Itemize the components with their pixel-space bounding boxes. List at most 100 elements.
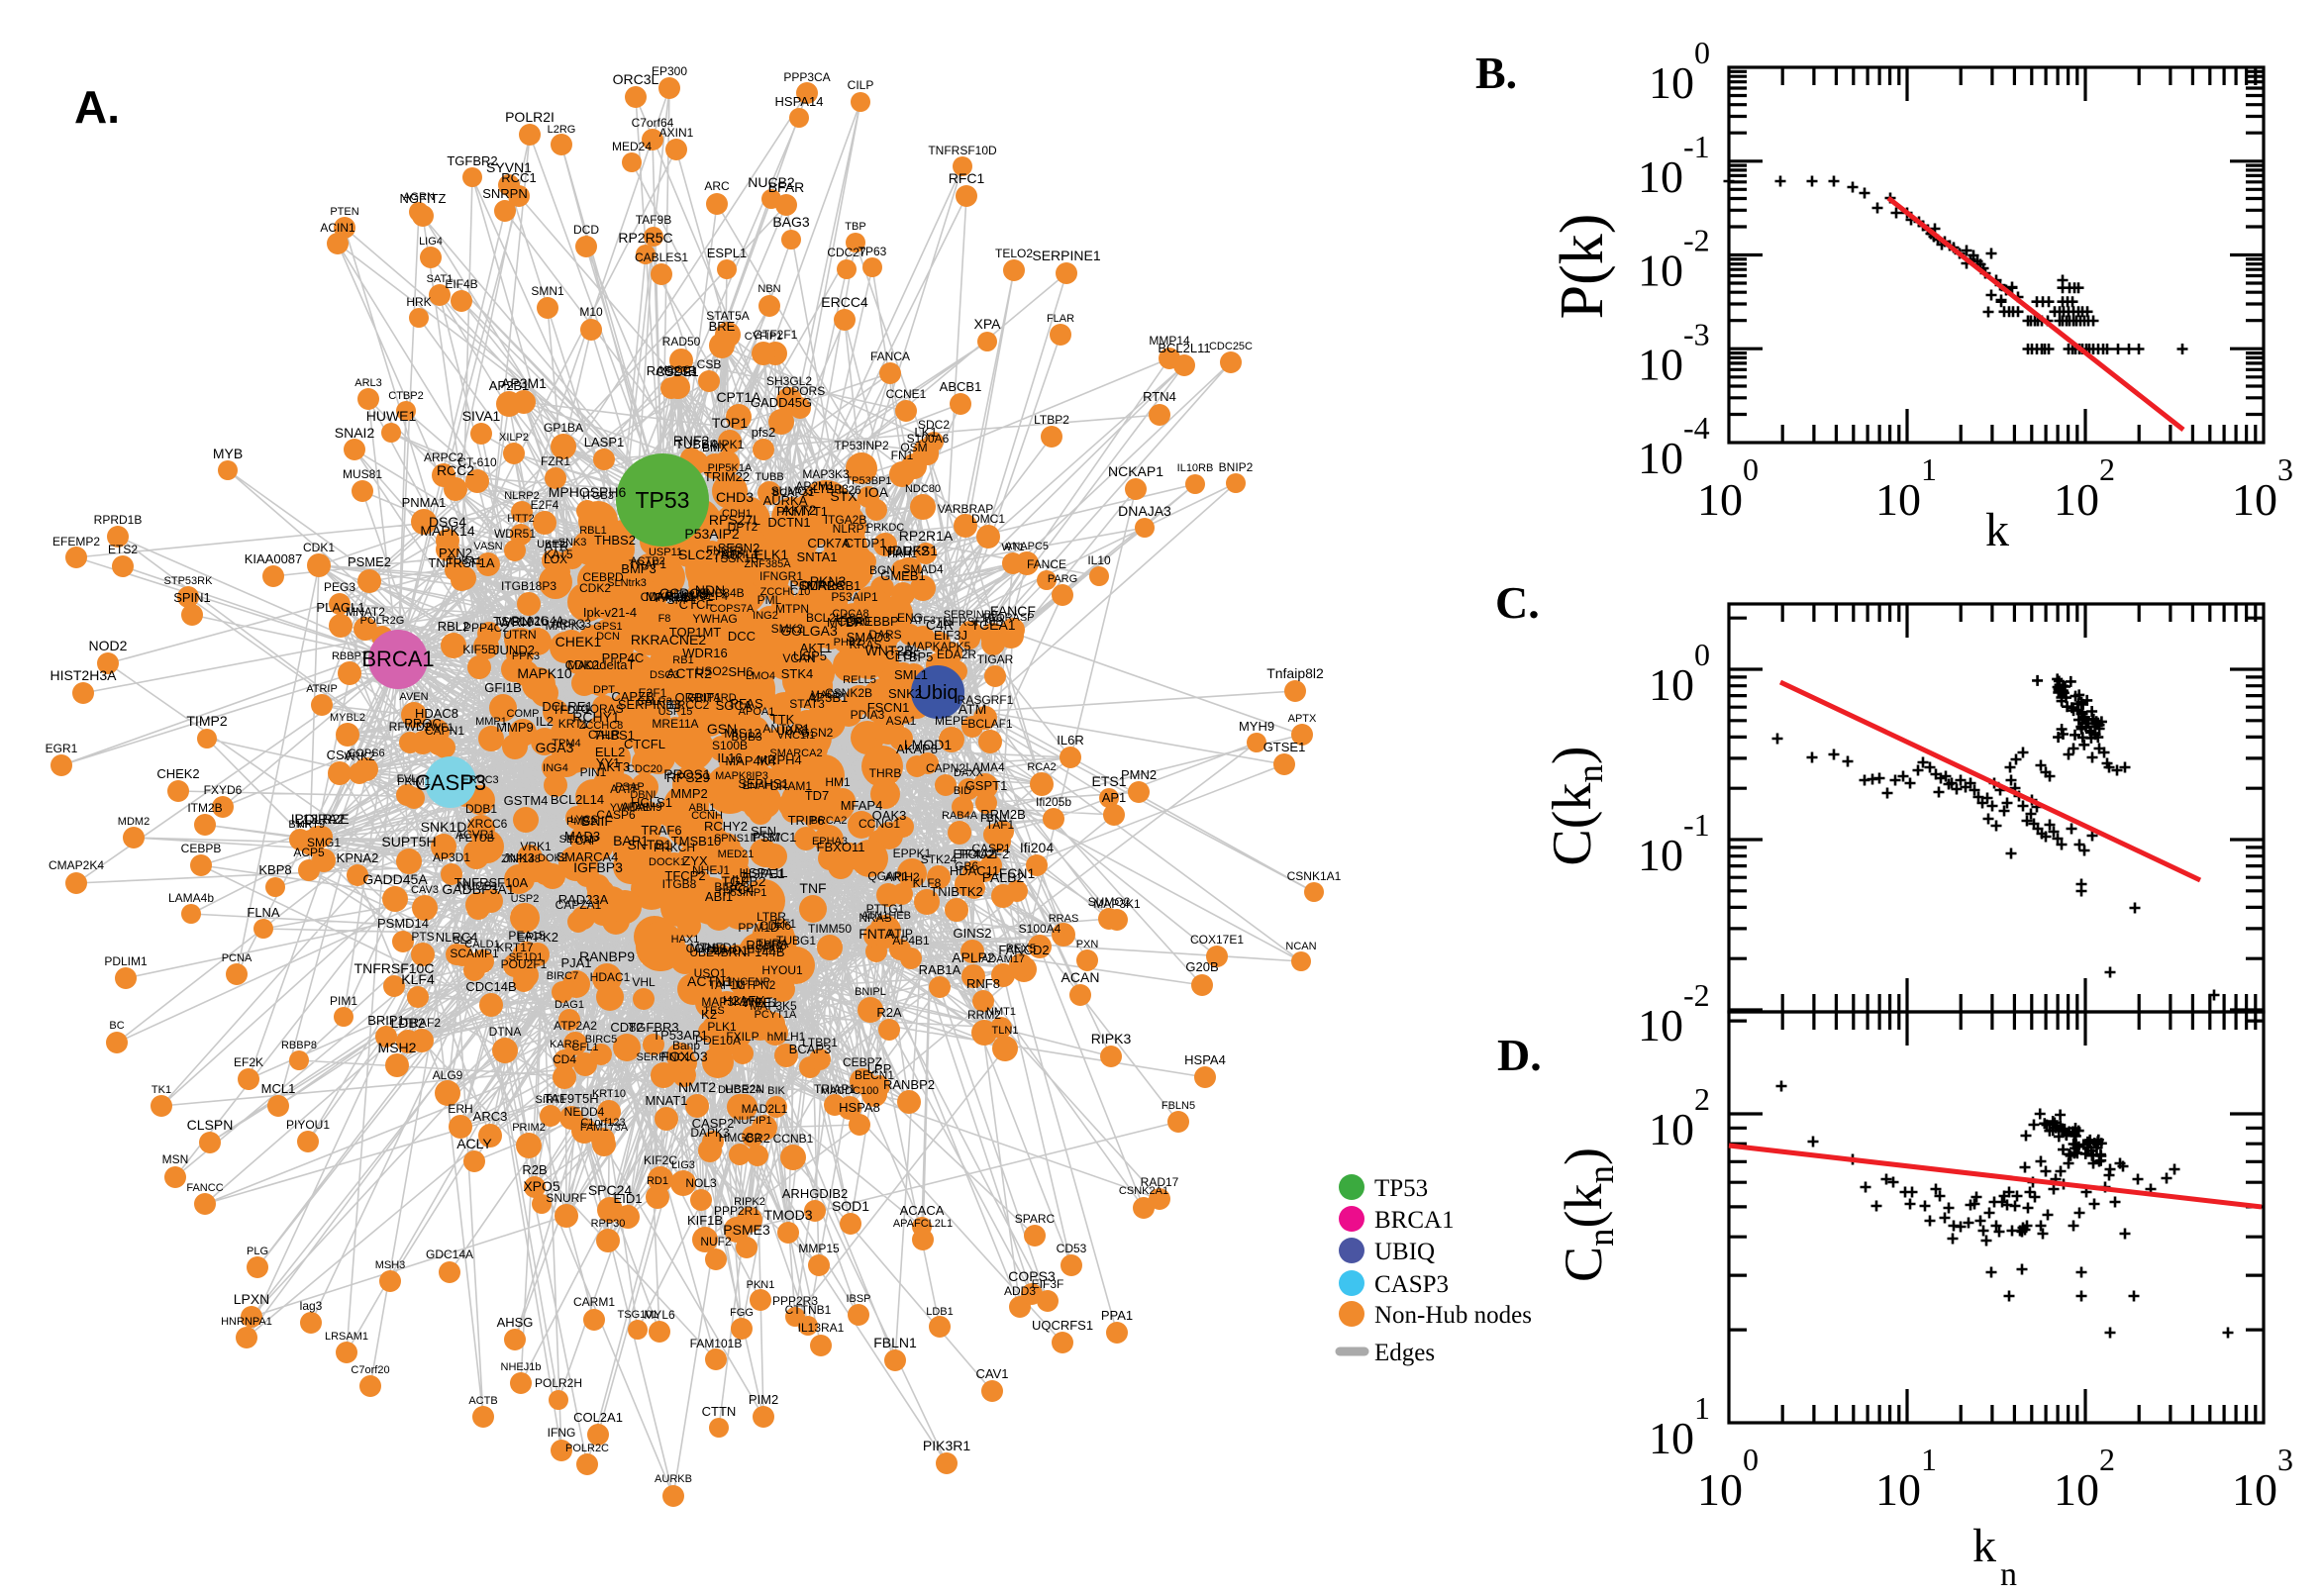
svg-text:ZCCHC8: ZCCHC8 [579,720,624,732]
svg-text:TIGAR: TIGAR [977,652,1014,666]
svg-text:10: 10 [1638,830,1683,880]
svg-text:XPA: XPA [974,316,1002,332]
svg-text:RFC1: RFC1 [949,170,985,186]
svg-text:LRSAM1: LRSAM1 [325,1331,368,1343]
svg-text:MYH9: MYH9 [1239,719,1274,734]
svg-text:ENG: ENG [897,611,923,625]
svg-text:TD7: TD7 [805,788,830,803]
svg-text:RB8P8: RB8P8 [746,938,786,952]
svg-text:KLF4: KLF4 [401,971,435,987]
svg-text:UBE4B: UBE4B [689,946,728,959]
svg-text:BNIPL: BNIPL [855,986,886,998]
svg-text:hMLH1: hMLH1 [767,1030,806,1044]
svg-text:FANCE: FANCE [1027,557,1066,571]
svg-text:RASGRF1: RASGRF1 [958,693,1014,707]
svg-text:UBIQ: UBIQ [1374,1239,1435,1265]
svg-text:RNF2: RNF2 [673,433,710,449]
svg-text:HSPE1: HSPE1 [743,866,785,881]
svg-text:-4: -4 [1683,410,1710,446]
svg-text:CLSPN: CLSPN [187,1117,234,1133]
svg-text:TAF1: TAF1 [986,818,1015,832]
svg-text:KRT9: KRT9 [297,819,325,831]
svg-text:CAPZB: CAPZB [611,689,654,704]
svg-text:CDKN1A: CDKN1A [641,590,689,604]
svg-text:PROC: PROC [404,716,442,731]
svg-text:CTCFL: CTCFL [624,737,665,751]
svg-text:Non-Hub nodes: Non-Hub nodes [1374,1302,1532,1329]
svg-text:CPT1A: CPT1A [716,389,761,405]
svg-text:TK1: TK1 [152,1084,171,1096]
svg-text:AKT1: AKT1 [800,641,833,655]
svg-text:IL13RA2: IL13RA2 [291,811,346,827]
svg-text:2: 2 [1694,1081,1710,1117]
svg-text:ACIN1: ACIN1 [320,221,355,235]
svg-text:SPIN1: SPIN1 [173,590,211,605]
svg-text:NDUFS1: NDUFS1 [882,543,938,558]
svg-text:LOX: LOX [544,552,567,566]
svg-text:ANAPC5: ANAPC5 [1005,541,1049,552]
svg-text:MAP3K2: MAP3K2 [701,995,749,1009]
svg-text:PXN: PXN [1076,939,1099,950]
svg-text:IL26: IL26 [838,483,861,497]
svg-text:RBBP7: RBBP7 [332,650,367,662]
svg-text:10: 10 [2232,474,2277,525]
svg-text:GSN: GSN [707,721,737,737]
svg-text:MED21: MED21 [718,848,755,860]
svg-text:TP53INP1: TP53INP1 [717,887,767,899]
svg-text:ELL2: ELL2 [595,745,625,759]
svg-text:BIRC8: BIRC8 [714,880,750,894]
svg-text:TNIBTK2: TNIBTK2 [930,884,982,899]
svg-text:SMG1: SMG1 [307,836,341,849]
svg-text:ING2: ING2 [753,610,778,622]
svg-text:RPS29: RPS29 [666,769,711,785]
svg-text:CDK7A: CDK7A [807,536,851,550]
svg-text:LAMA4b: LAMA4b [168,891,214,905]
svg-text:SYVN1: SYVN1 [486,159,532,175]
svg-text:IBSP: IBSP [846,1293,870,1305]
svg-text:TNFRSF10B: TNFRSF10B [936,615,1004,629]
svg-text:C.: C. [1495,577,1540,628]
svg-text:CDC20: CDC20 [627,763,662,775]
svg-text:TRAF2: TRAF2 [403,1016,441,1030]
svg-text:FXYD6: FXYD6 [204,783,243,797]
svg-text:TRIP6: TRIP6 [788,813,825,828]
svg-text:DAG1: DAG1 [555,999,584,1011]
svg-text:DMC1: DMC1 [971,512,1005,526]
svg-text:L2RG: L2RG [548,124,576,136]
svg-text:D.: D. [1497,1030,1542,1080]
svg-text:SDC2: SDC2 [918,418,950,432]
svg-text:IL2: IL2 [536,714,554,729]
svg-text:LIG4: LIG4 [419,236,443,248]
svg-text:ATF3: ATF3 [910,615,936,627]
svg-text:CALR2: CALR2 [637,696,671,708]
svg-text:DSG3: DSG3 [650,669,679,681]
svg-text:PDIA3: PDIA3 [851,708,885,722]
svg-text:KARS: KARS [550,1039,579,1050]
svg-text:0: 0 [1694,35,1710,70]
svg-text:MDM2: MDM2 [118,816,150,828]
svg-text:CDH1: CDH1 [722,508,752,520]
svg-text:FGG: FGG [730,1307,754,1319]
svg-text:ARC3: ARC3 [473,1109,508,1124]
svg-text:CSA: CSA [327,748,354,762]
svg-text:UTRN: UTRN [503,628,536,642]
svg-text:PHB2: PHB2 [834,637,862,648]
svg-text:CTBP2: CTBP2 [388,390,423,402]
svg-text:ZNF385A: ZNF385A [744,558,791,570]
svg-text:EPPK1: EPPK1 [893,847,932,860]
svg-text:THRA: THRA [757,937,789,950]
svg-text:PKN1: PKN1 [747,1279,775,1291]
svg-text:IL6R: IL6R [1057,733,1083,748]
svg-text:LDB2: LDB2 [390,1015,425,1031]
svg-text:SPP1: SPP1 [667,593,698,607]
svg-text:RCA2: RCA2 [1027,761,1056,773]
svg-text:NOD2: NOD2 [89,638,128,653]
svg-text:ZNF148: ZNF148 [501,853,541,865]
svg-text:RCC2: RCC2 [437,462,474,478]
svg-text:CSB: CSB [697,357,722,371]
svg-text:MNAT1: MNAT1 [645,1093,687,1108]
svg-text:AP1: AP1 [1102,790,1127,805]
svg-text:COPS3: COPS3 [1008,1268,1056,1284]
svg-text:MAD3: MAD3 [564,829,600,844]
svg-text:PKMYT1: PKMYT1 [776,504,828,519]
